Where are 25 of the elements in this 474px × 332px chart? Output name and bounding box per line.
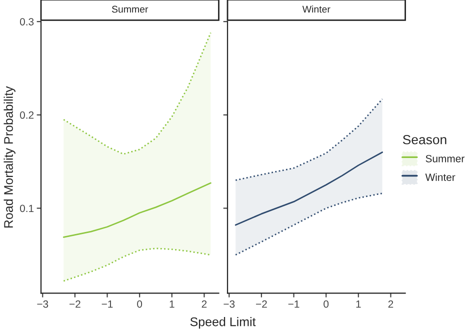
x-tick-label: −1 xyxy=(102,300,113,308)
x-tick-label: −2 xyxy=(70,300,80,308)
y-tick-label: 0.1 xyxy=(20,204,34,212)
legend-title: Season xyxy=(402,134,446,144)
x-tick-label: 1 xyxy=(170,300,174,308)
x-tick-label: 0 xyxy=(324,300,329,308)
x-tick-label: −2 xyxy=(256,300,267,308)
y-tick-label: 0.2 xyxy=(20,111,34,119)
y-axis-title: Road Mortality Probability xyxy=(4,86,16,228)
legend-label: Winter xyxy=(425,173,456,181)
x-tick-label: 2 xyxy=(202,300,207,308)
x-axis-title: Speed Limit xyxy=(190,317,256,329)
x-tick-label: 1 xyxy=(356,300,361,308)
legend-label: Summer xyxy=(426,154,464,162)
y-tick-label: 0.3 xyxy=(20,18,34,26)
chart-title: Summer xyxy=(112,6,148,13)
x-tick-label: 2 xyxy=(388,300,394,308)
line-series xyxy=(62,182,212,238)
x-tick-label: −3 xyxy=(37,300,48,308)
chart-title: Winter xyxy=(302,6,330,13)
x-tick-label: −1 xyxy=(288,300,300,308)
x-tick-label: −3 xyxy=(224,300,235,308)
line-series xyxy=(62,32,212,155)
x-tick-label: 0 xyxy=(137,300,142,308)
line-series xyxy=(62,248,212,282)
